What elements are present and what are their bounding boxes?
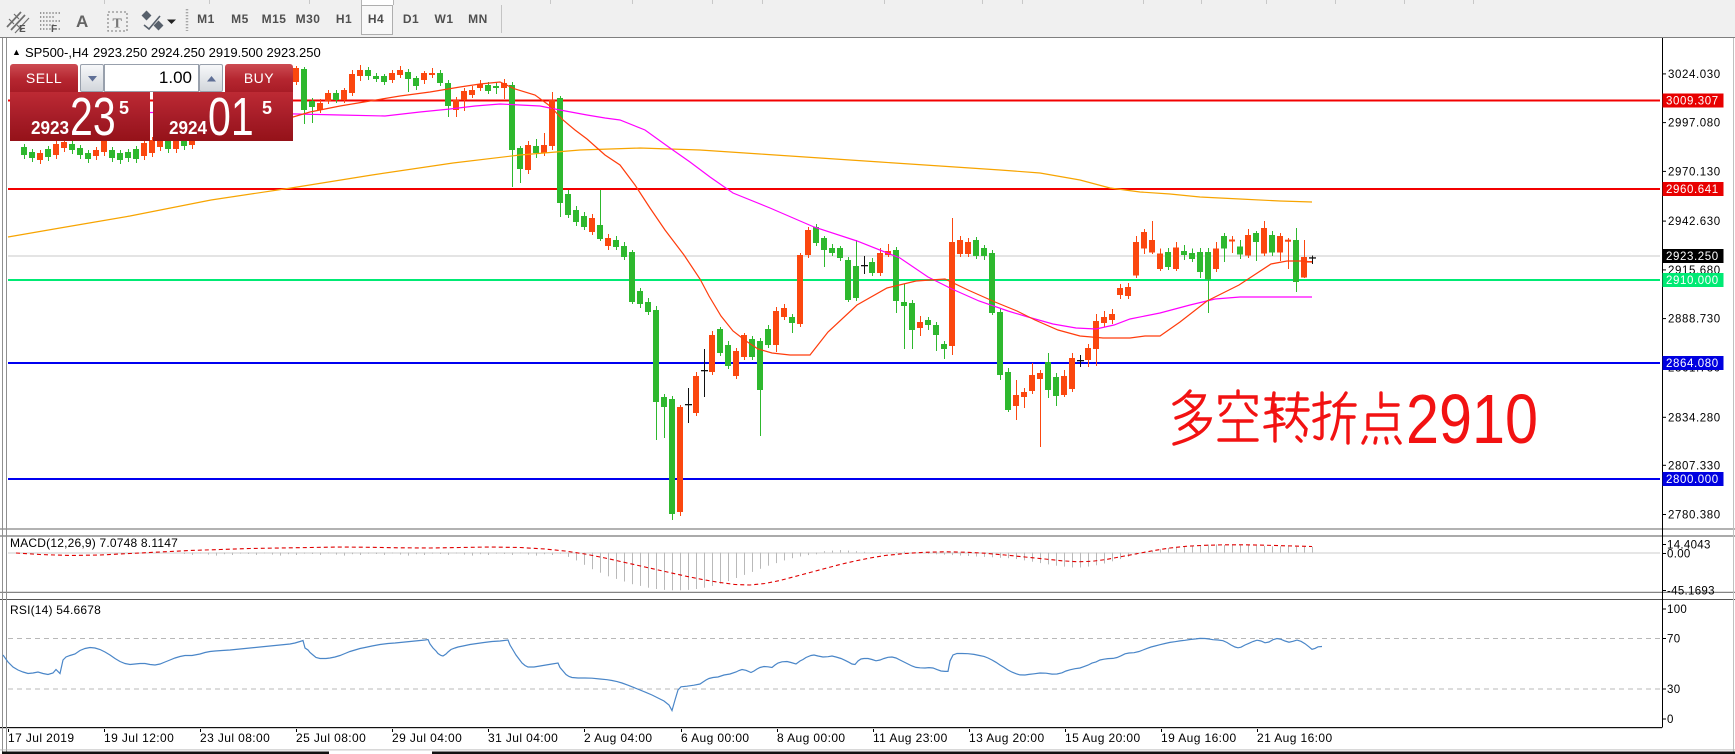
svg-text:17 Jul 2019: 17 Jul 2019 [8, 731, 74, 745]
svg-text:31 Jul 04:00: 31 Jul 04:00 [488, 731, 558, 745]
svg-text:0.00: 0.00 [1667, 549, 1691, 561]
svg-text:6 Aug 00:00: 6 Aug 00:00 [681, 731, 749, 745]
svg-text:3024.030: 3024.030 [1668, 69, 1721, 81]
svg-text:2997.080: 2997.080 [1668, 118, 1721, 130]
svg-text:100: 100 [1667, 604, 1687, 616]
svg-text:3009.307: 3009.307 [1666, 96, 1719, 108]
svg-text:2800.000: 2800.000 [1666, 474, 1719, 486]
svg-text:2910.000: 2910.000 [1666, 275, 1719, 287]
svg-text:29 Jul 04:00: 29 Jul 04:00 [392, 731, 462, 745]
svg-text:2960.641: 2960.641 [1666, 184, 1719, 196]
svg-text:30: 30 [1667, 684, 1680, 696]
svg-text:21 Aug 16:00: 21 Aug 16:00 [1257, 731, 1333, 745]
svg-text:13 Aug 20:00: 13 Aug 20:00 [969, 731, 1045, 745]
svg-text:25 Jul 08:00: 25 Jul 08:00 [296, 731, 366, 745]
svg-text:2942.630: 2942.630 [1668, 216, 1721, 228]
svg-text:F: F [51, 24, 57, 35]
svg-text:2970.130: 2970.130 [1668, 166, 1721, 178]
svg-text:70: 70 [1667, 634, 1680, 646]
svg-text:19 Jul 12:00: 19 Jul 12:00 [104, 731, 174, 745]
svg-text:2910: 2910 [1406, 380, 1538, 458]
svg-text:E: E [19, 24, 26, 35]
svg-text:11 Aug 23:00: 11 Aug 23:00 [873, 731, 948, 745]
svg-text:23 Jul 08:00: 23 Jul 08:00 [200, 731, 270, 745]
svg-text:19 Aug 16:00: 19 Aug 16:00 [1161, 731, 1237, 745]
svg-text:8 Aug 00:00: 8 Aug 00:00 [777, 731, 845, 745]
svg-text:A: A [76, 12, 88, 31]
svg-text:2834.280: 2834.280 [1668, 412, 1721, 424]
svg-text:0: 0 [1667, 714, 1674, 726]
svg-text:-45.1693: -45.1693 [1667, 586, 1715, 598]
svg-text:2807.330: 2807.330 [1668, 460, 1721, 472]
svg-text:2864.080: 2864.080 [1666, 358, 1719, 370]
svg-text:T: T [113, 17, 123, 32]
svg-text:14.4043: 14.4043 [1667, 540, 1711, 552]
svg-text:2888.730: 2888.730 [1668, 314, 1721, 326]
svg-text:2780.380: 2780.380 [1668, 510, 1721, 522]
svg-text:2923.250: 2923.250 [1666, 251, 1719, 263]
svg-text:2 Aug 04:00: 2 Aug 04:00 [584, 731, 652, 745]
svg-text:15 Aug 20:00: 15 Aug 20:00 [1065, 731, 1141, 745]
